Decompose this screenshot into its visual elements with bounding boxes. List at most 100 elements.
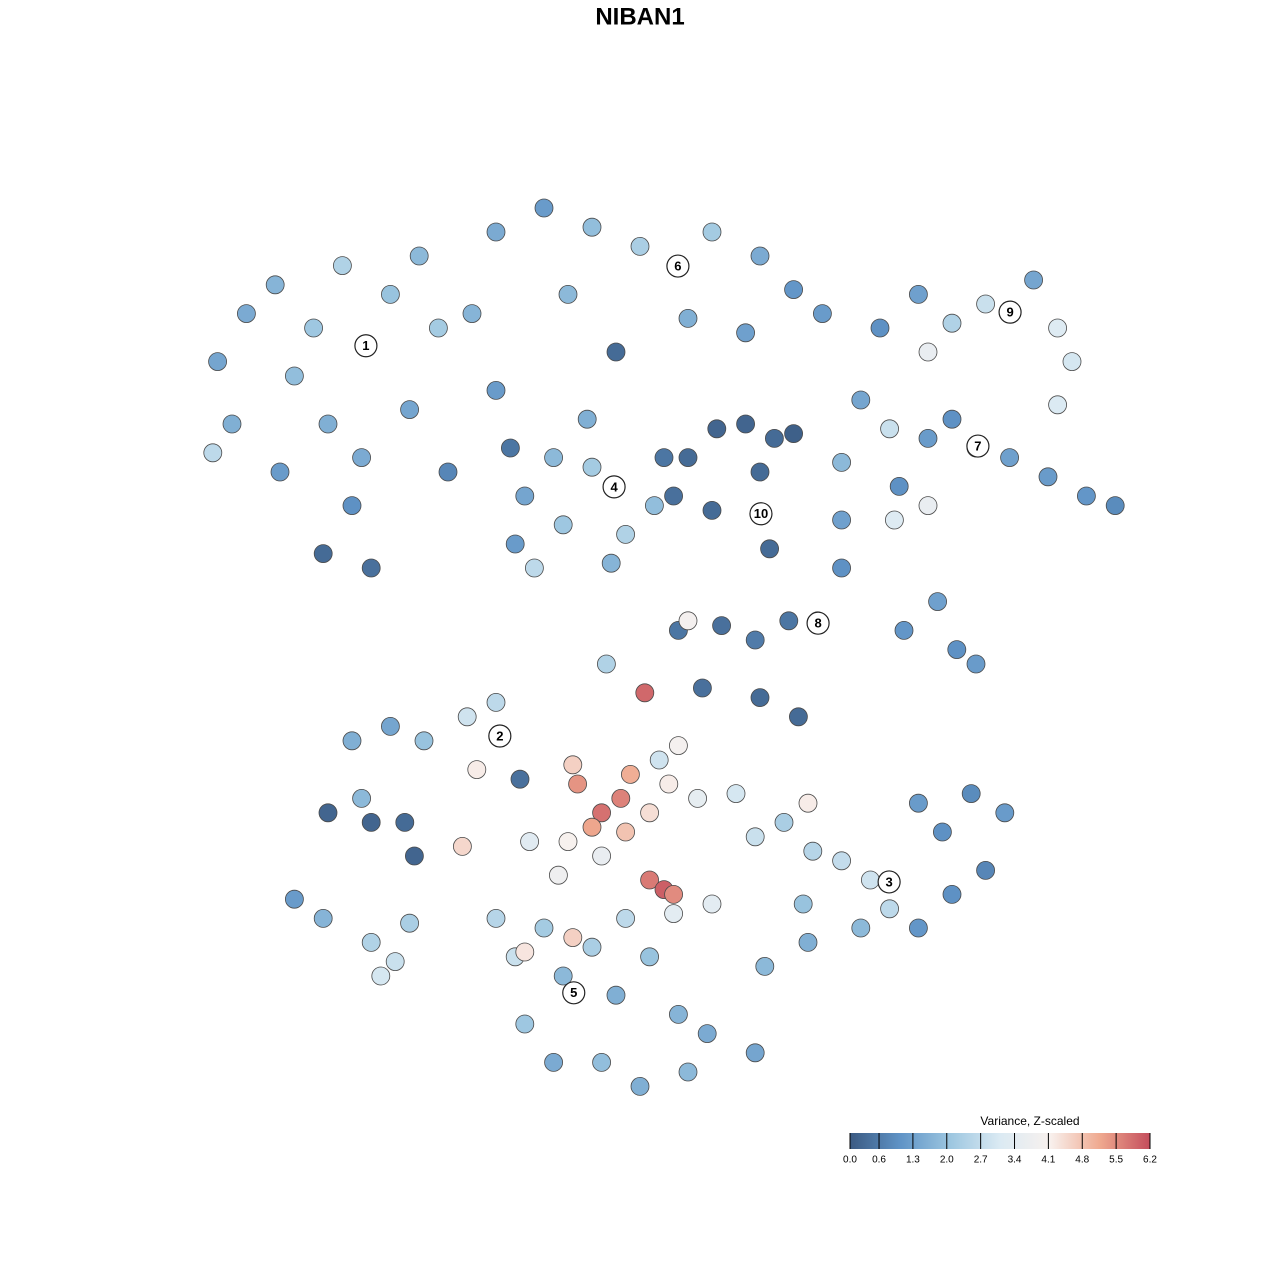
point — [352, 448, 372, 468]
point — [577, 409, 597, 429]
point — [693, 678, 712, 698]
cluster-label: 2 — [496, 728, 503, 743]
cluster-label-badge — [877, 870, 901, 894]
point — [745, 1043, 765, 1063]
point — [284, 889, 304, 909]
point — [222, 414, 242, 434]
point — [400, 400, 420, 420]
point — [976, 861, 995, 880]
point — [688, 789, 707, 808]
point — [592, 1053, 611, 1072]
point — [558, 832, 578, 851]
point — [313, 544, 333, 563]
point — [918, 428, 938, 448]
point — [1048, 318, 1067, 338]
point — [467, 760, 487, 779]
legend: Variance, Z-scaled 0.0 0.6 1.3 2.0 2.7 3.4 4.1… — [843, 1114, 1157, 1165]
point — [750, 688, 770, 707]
point — [678, 1062, 698, 1082]
point — [1038, 467, 1058, 487]
point — [318, 414, 338, 434]
point — [621, 765, 640, 784]
point — [342, 731, 362, 751]
point — [669, 1005, 688, 1024]
point — [332, 256, 352, 276]
cluster-label-badge — [998, 300, 1022, 324]
point — [678, 308, 698, 328]
point — [534, 918, 554, 938]
point — [428, 318, 448, 338]
point — [486, 693, 506, 712]
point — [933, 822, 952, 842]
point — [563, 928, 583, 947]
point — [515, 942, 535, 962]
point — [208, 352, 228, 372]
point — [880, 419, 899, 439]
point — [813, 304, 832, 324]
point — [659, 774, 679, 794]
point — [702, 222, 722, 242]
point — [616, 909, 635, 928]
point — [755, 957, 775, 976]
cluster-label-badge — [749, 502, 773, 526]
point — [558, 284, 578, 304]
point — [361, 558, 381, 578]
point — [745, 827, 765, 847]
point — [702, 500, 722, 520]
point — [664, 486, 683, 506]
point — [486, 380, 506, 400]
point — [592, 803, 611, 823]
cluster-label: 9 — [1006, 305, 1013, 320]
point — [832, 452, 851, 472]
point — [779, 611, 799, 631]
point — [404, 846, 424, 866]
point — [544, 448, 563, 468]
colorbar-tick-label: 0.6 — [872, 1155, 886, 1166]
point — [597, 654, 616, 674]
point — [885, 510, 904, 530]
point — [1062, 352, 1082, 372]
cluster-label: 1 — [362, 338, 369, 353]
point — [520, 832, 539, 851]
point — [961, 784, 981, 803]
point — [803, 841, 823, 861]
point — [1105, 496, 1125, 516]
point — [510, 769, 530, 789]
cluster-label-badge — [666, 254, 690, 278]
point — [400, 913, 420, 933]
point — [702, 894, 722, 914]
cluster-label-badge — [806, 611, 830, 635]
point — [313, 909, 333, 928]
point — [409, 246, 429, 266]
point — [265, 275, 285, 295]
point — [568, 774, 587, 794]
point — [270, 462, 290, 482]
colorbar-tick-label: 6.2 — [1143, 1155, 1157, 1166]
point — [736, 323, 755, 343]
point — [942, 313, 962, 333]
point — [928, 592, 947, 611]
point — [515, 486, 535, 506]
point — [880, 899, 899, 919]
point — [380, 284, 400, 304]
point — [861, 870, 880, 890]
point — [889, 476, 909, 496]
point — [630, 1077, 650, 1096]
point — [1048, 395, 1067, 415]
point — [798, 793, 818, 813]
point — [918, 342, 938, 362]
point — [654, 448, 674, 468]
point — [832, 558, 851, 578]
point — [640, 947, 659, 967]
point — [851, 390, 871, 410]
cluster-label: 8 — [814, 616, 821, 631]
point — [452, 837, 472, 856]
cluster-label: 7 — [974, 439, 981, 454]
point — [582, 937, 602, 957]
point — [645, 496, 664, 516]
colorbar-tick-label: 4.1 — [1041, 1155, 1055, 1166]
point — [1000, 448, 1019, 468]
point — [236, 304, 256, 324]
point — [995, 803, 1015, 823]
